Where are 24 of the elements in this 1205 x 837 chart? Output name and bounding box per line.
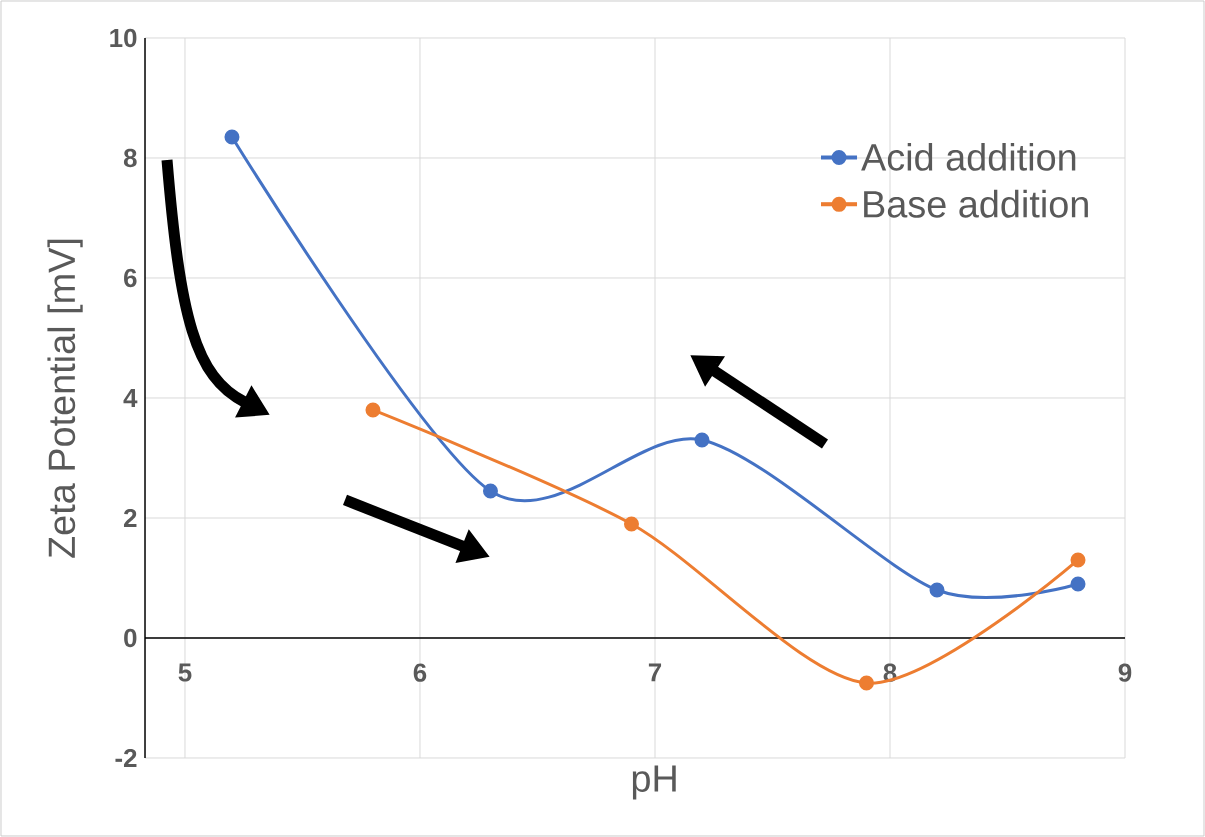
point (1070, 552, 1086, 568)
y-axis-title: Zeta Potential [mV] (47, 239, 83, 558)
legend-label: Acid addition (861, 142, 1076, 171)
y-tick-label: 10 (110, 28, 137, 48)
y-tick-label: 2 (123, 508, 137, 528)
point (224, 129, 240, 145)
x-tick-label: 5 (178, 663, 192, 682)
x-tick-label: 6 (413, 663, 427, 682)
legend-label: Base addition (864, 189, 1088, 218)
y-tick-label: 4 (123, 389, 138, 407)
point (482, 483, 498, 499)
x-tick-label: 9 (1118, 663, 1132, 682)
point (859, 675, 874, 691)
point (929, 582, 945, 598)
y-tick-label: 8 (123, 148, 137, 168)
y-tick-label: -2 (115, 748, 137, 768)
x-tick-label: 7 (648, 663, 662, 682)
y-tick-label: 0 (124, 628, 137, 648)
point (694, 432, 710, 448)
y-tick-label: 6 (124, 268, 137, 288)
point (1070, 576, 1086, 592)
point (365, 402, 381, 418)
x-axis-title: pH (632, 765, 676, 800)
point (623, 516, 639, 532)
